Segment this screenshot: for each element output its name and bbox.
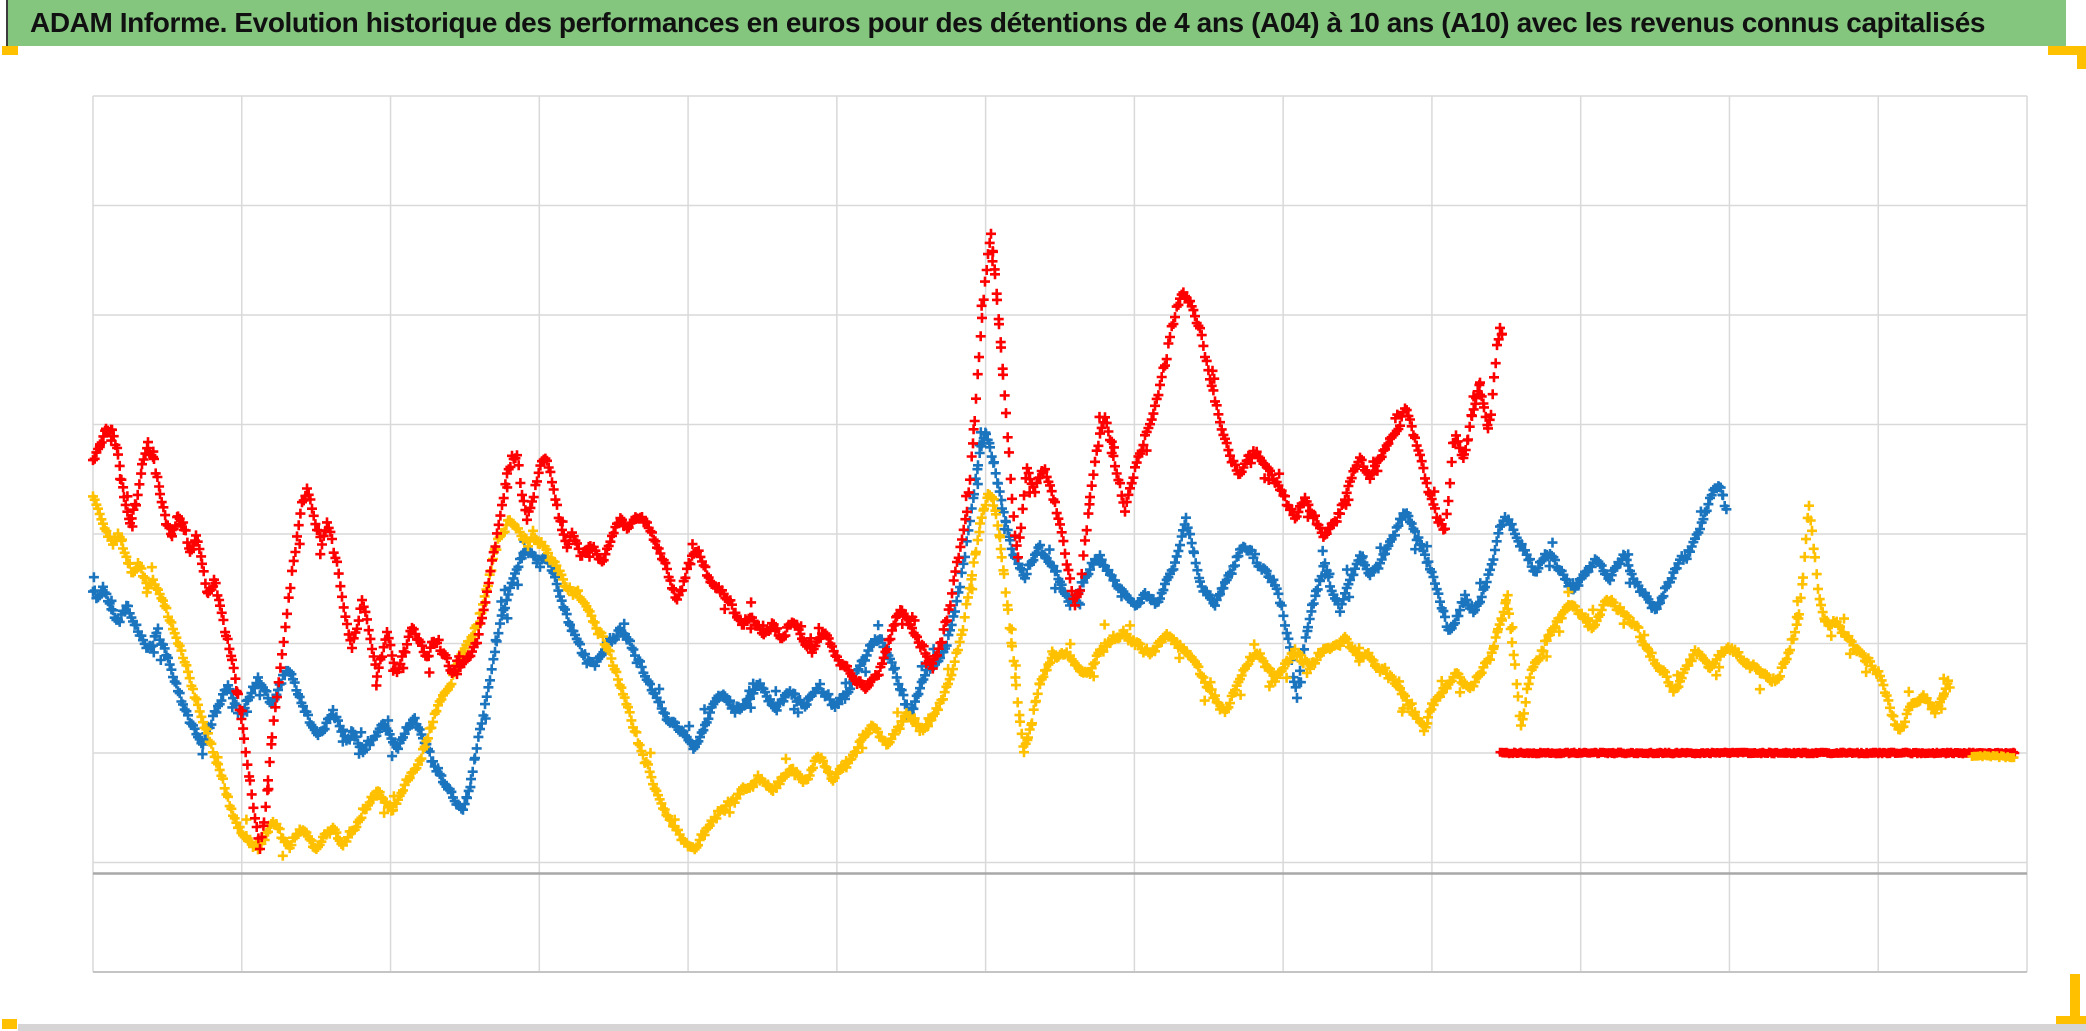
chart-title: ADAM Informe. Evolution historique des p… [30,7,1986,38]
selection-handle-top-left[interactable] [2,46,18,55]
series-blue-series [88,427,1732,815]
horizontal-scrollbar[interactable] [18,1024,2086,1031]
selection-handle-top-right-vertical[interactable] [2077,55,2086,69]
selection-handle-bottom-left[interactable] [2,1019,17,1029]
series-gold-series [88,489,1955,861]
series-gold-flat-segment [1967,750,2019,763]
selection-handle-bottom-right-foot[interactable] [2056,1016,2086,1026]
selection-handle-bottom-right-vertical[interactable] [2070,974,2080,1018]
chart-title-bar: ADAM Informe. Evolution historique des p… [6,0,2066,46]
selection-handle-top-right-horizontal[interactable] [2048,46,2086,55]
series-red-series [88,228,1507,854]
title-bar-left-edge [6,0,8,46]
series-red-flat-segment [1495,747,2020,759]
